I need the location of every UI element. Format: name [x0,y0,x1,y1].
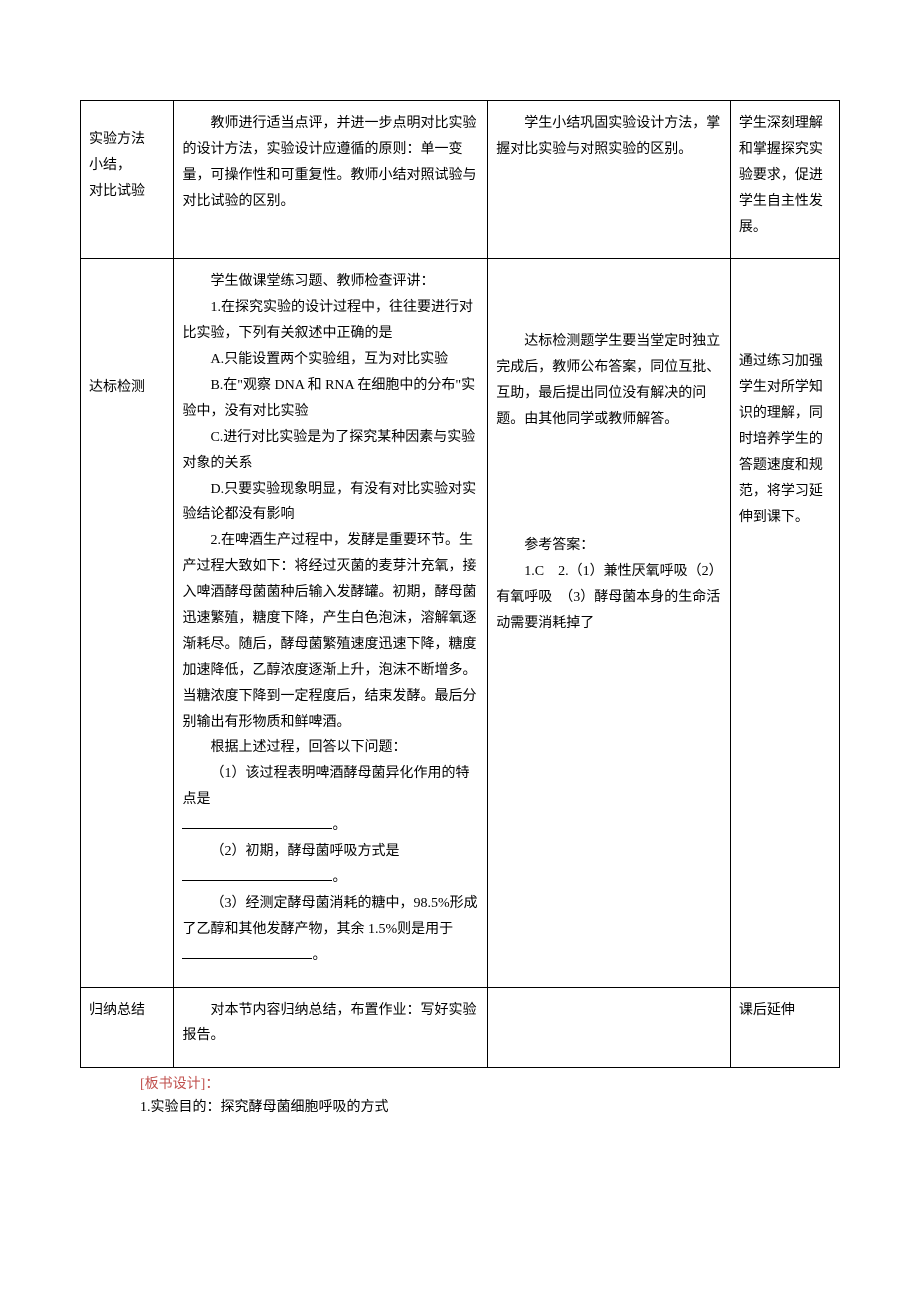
question-1: 1.在探究实验的设计过程中，往往要进行对比实验，下列有关叙述中正确的是 [182,295,479,347]
sub-q3: （3）经测定酵母菌消耗的糖中，98.5%形成了乙醇和其他发酵产物，其余 1.5%… [182,891,479,969]
answer-body: 1.C 2.（1）兼性厌氧呼吸（2）有氧呼吸 （3）酵母菌本身的生命活动需要消耗… [496,559,722,637]
sub-q3-text: （3）经测定酵母菌消耗的糖中，98.5%形成了乙醇和其他发酵产物，其余 1.5%… [182,896,477,937]
period: 。 [312,948,326,963]
table-row: 达标检测 学生做课堂练习题、教师检查评讲： 1.在探究实验的设计过程中，往往要进… [81,259,840,987]
assessment-instruction: 达标检测题学生要当堂定时独立完成后，教师公布答案，同位互批、互助，最后提出同位没… [496,329,722,433]
cell-purpose: 课后延伸 [730,987,839,1068]
board-design-section: [板书设计]： 1.实验目的：探究酵母菌细胞呼吸的方式 [80,1074,840,1119]
sub-q2: （2）初期，酵母菌呼吸方式是 [182,839,479,865]
student-text: 学生小结巩固实验设计方法，掌握对比实验与对照实验的区别。 [496,111,722,163]
stage-label-3: 对比试验 [89,179,165,205]
table-row: 实验方法 小结， 对比试验 教师进行适当点评，并进一步点明对比实验的设计方法，实… [81,101,840,259]
stage-label: 归纳总结 [89,1003,145,1018]
purpose-text: 学生深刻理解和掌握探究实验要求，促进学生自主性发展。 [739,111,831,240]
purpose-text: 课后延伸 [739,1003,795,1018]
cell-teacher-activity: 教师进行适当点评，并进一步点明对比实验的设计方法，实验设计应遵循的原则：单一变量… [174,101,488,259]
cell-stage: 归纳总结 [81,987,174,1068]
fill-blank [182,944,312,959]
option-d: D.只要实验现象明显，有没有对比实验对实验结论都没有影响 [182,477,479,529]
option-c: C.进行对比实验是为了探究某种因素与实验对象的关系 [182,425,479,477]
cell-teacher-activity: 学生做课堂练习题、教师检查评讲： 1.在探究实验的设计过程中，往往要进行对比实验… [174,259,488,987]
cell-stage: 达标检测 [81,259,174,987]
table-row: 归纳总结 对本节内容归纳总结，布置作业：写好实验报告。 课后延伸 [81,987,840,1068]
fill-blank [182,866,332,881]
exercise-intro: 学生做课堂练习题、教师检查评讲： [182,269,479,295]
cell-teacher-activity: 对本节内容归纳总结，布置作业：写好实验报告。 [174,987,488,1068]
stage-label-2: 小结， [89,153,165,179]
period: 。 [332,818,346,833]
cell-purpose: 通过练习加强学生对所学知识的理解，同时培养学生的答题速度和规范，将学习延伸到课下… [730,259,839,987]
lesson-plan-table: 实验方法 小结， 对比试验 教师进行适当点评，并进一步点明对比实验的设计方法，实… [80,100,840,1068]
option-b: B.在"观察 DNA 和 RNA 在细胞中的分布"实验中，没有对比实验 [182,373,479,425]
board-design-title: [板书设计]： [140,1074,840,1096]
period: 。 [332,870,346,885]
cell-stage: 实验方法 小结， 对比试验 [81,101,174,259]
stage-label: 达标检测 [89,380,145,395]
question-2-prompt: 根据上述过程，回答以下问题： [182,735,479,761]
purpose-text: 通过练习加强学生对所学知识的理解，同时培养学生的答题速度和规范，将学习延伸到课下… [739,349,831,530]
cell-purpose: 学生深刻理解和掌握探究实验要求，促进学生自主性发展。 [730,101,839,259]
question-2: 2.在啤酒生产过程中，发酵是重要环节。生产过程大致如下：将经过灭菌的麦芽汁充氧，… [182,528,479,735]
cell-student-activity [488,987,731,1068]
cell-student-activity: 达标检测题学生要当堂定时独立完成后，教师公布答案，同位互批、互助，最后提出同位没… [488,259,731,987]
answer-heading: 参考答案： [496,533,722,559]
sub-q1: （1）该过程表明啤酒酵母菌异化作用的特点是 [182,761,479,813]
cell-student-activity: 学生小结巩固实验设计方法，掌握对比实验与对照实验的区别。 [488,101,731,259]
blank-2-line: 。 [182,865,479,891]
blank-1-line: 。 [182,813,479,839]
summary-text: 对本节内容归纳总结，布置作业：写好实验报告。 [182,998,479,1050]
stage-label-1: 实验方法 [89,127,165,153]
document-page: 实验方法 小结， 对比试验 教师进行适当点评，并进一步点明对比实验的设计方法，实… [0,0,920,1179]
option-a: A.只能设置两个实验组，互为对比实验 [182,347,479,373]
teacher-text: 教师进行适当点评，并进一步点明对比实验的设计方法，实验设计应遵循的原则：单一变量… [182,111,479,215]
board-design-line: 1.实验目的：探究酵母菌细胞呼吸的方式 [140,1097,840,1119]
fill-blank [182,814,332,829]
